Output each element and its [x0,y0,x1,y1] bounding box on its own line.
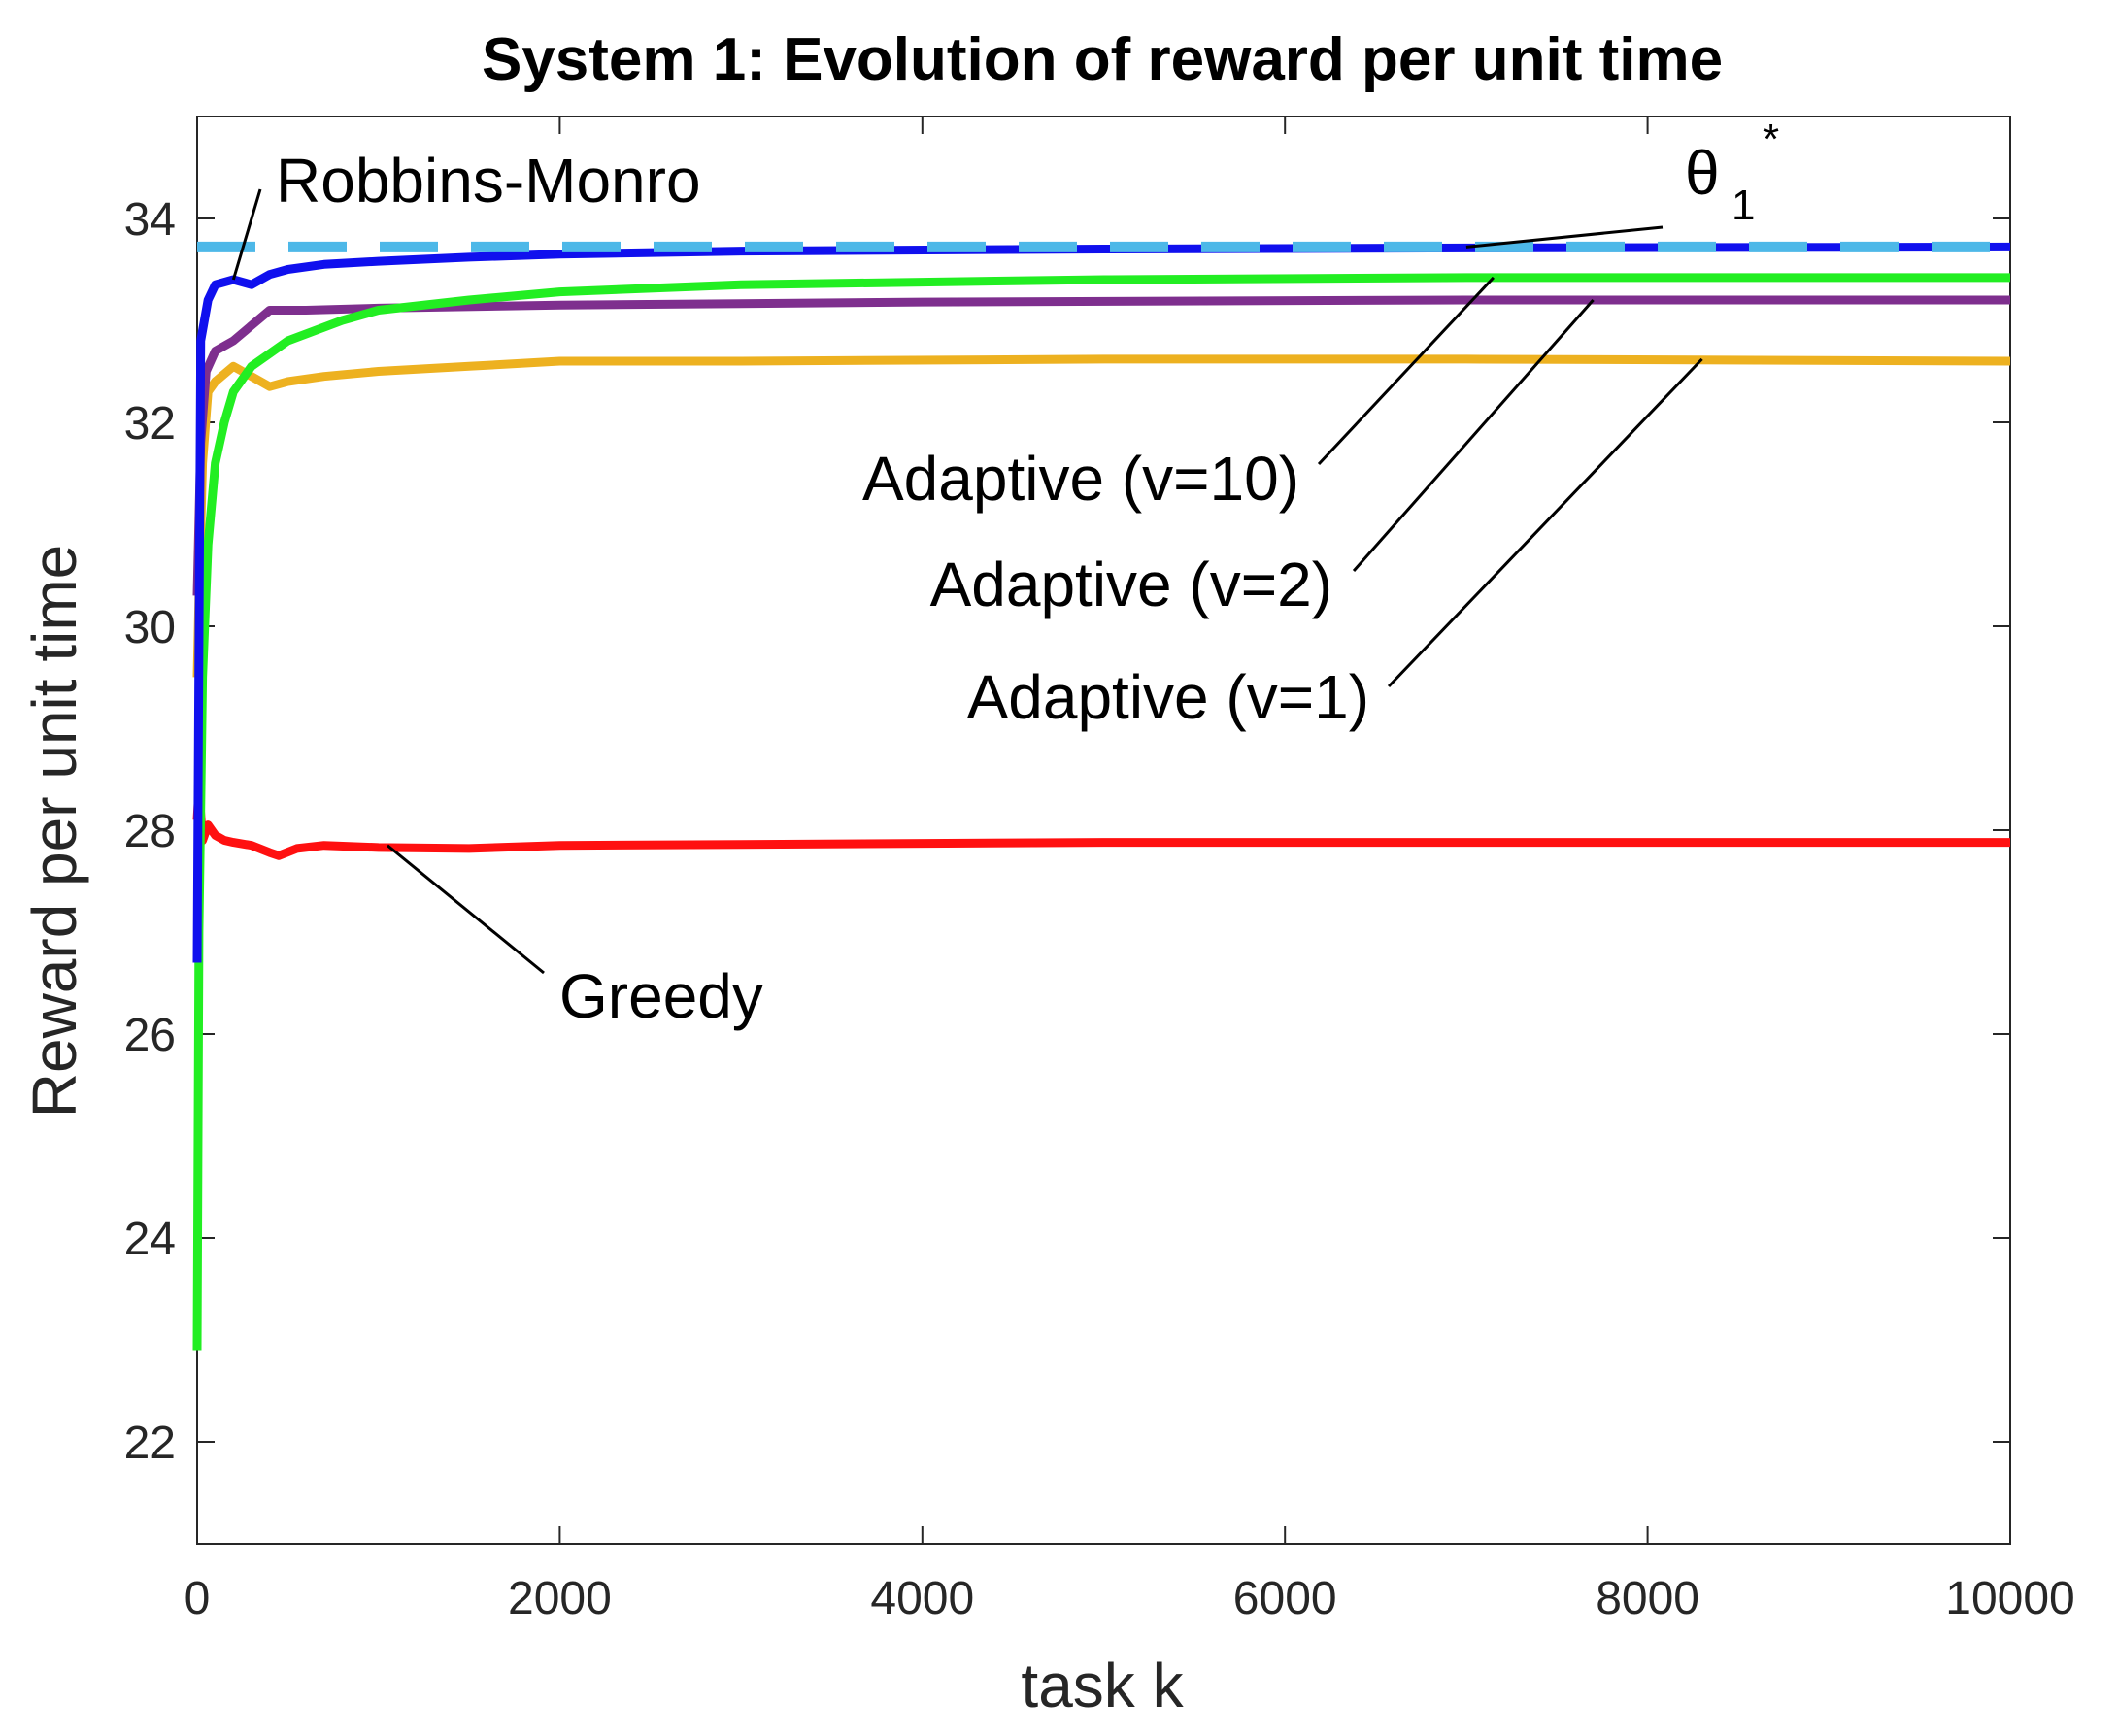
x-tick-label: 6000 [1233,1573,1337,1624]
y-tick-label: 32 [124,398,176,450]
series-line-adaptive-v-10 [192,273,2010,1351]
y-tick-label: 30 [124,602,176,653]
label-robbins-monro: Robbins-Monro [276,146,701,216]
leader-adaptive-v2 [1352,299,1595,572]
label-greedy: Greedy [559,961,763,1031]
series-line-greedy [192,785,2010,860]
x-tick-label: 0 [185,1573,211,1624]
label-adaptive-v2: Adaptive (v=2) [930,550,1332,619]
x-axis-label: task k [1021,1651,1184,1720]
y-tick-label: 34 [124,194,176,246]
y-axis-label: Reward per unit time [19,545,89,1118]
label-theta-star-sup: * [1763,116,1779,163]
y-tick-label: 26 [124,1010,176,1061]
x-tick-label: 10000 [1945,1573,2074,1624]
y-tick-label: 28 [124,806,176,857]
annotation-layer: Robbins-Monro θ 1* Adaptive (v=10) Adaptive … [231,116,1779,1031]
x-tick-label: 4000 [870,1573,974,1624]
leader-robbins-monro [231,188,262,281]
series-line-adaptive-v-2 [192,295,2010,596]
series-line-robbins-monro [192,242,2011,963]
y-tick-label: 22 [124,1418,176,1469]
series-layer [192,241,2011,1351]
y-tick-label: 24 [124,1214,176,1265]
axis-ticks: 0 2000 4000 6000 8000 10000 22 24 26 28 30 32 34 [124,117,2075,1624]
leader-adaptive-v10 [1317,276,1495,466]
label-theta-star-sub: 1 [1731,182,1755,229]
leader-theta-star [1465,225,1664,249]
x-tick-label: 2000 [508,1573,612,1624]
leader-adaptive-v1 [1387,357,1703,688]
leader-greedy [387,844,545,975]
x-tick-label: 8000 [1596,1573,1699,1624]
label-adaptive-v1: Adaptive (v=1) [967,662,1369,732]
label-theta-star-main: θ [1685,138,1720,208]
label-adaptive-v10: Adaptive (v=10) [862,444,1299,514]
chart-title: System 1: Evolution of reward per unit t… [482,26,1723,93]
